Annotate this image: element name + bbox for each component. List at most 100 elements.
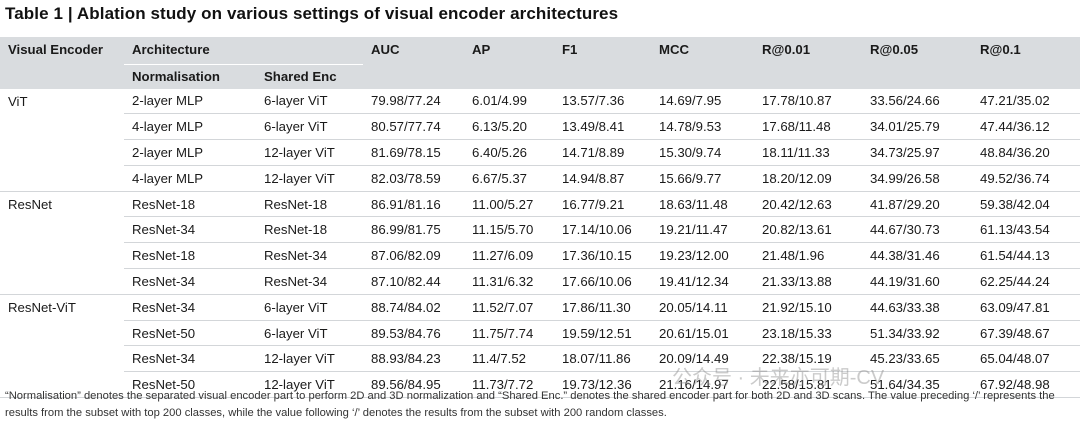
cell-metric-value: 67.39/48.67	[972, 320, 1080, 347]
cell-metric-value: 49.52/36.74	[972, 165, 1080, 192]
table-row: ResNet-50 12-layer ViT 89.56/84.95 11.73/7.…	[0, 371, 1080, 399]
table-row: 4-layer MLP 6-layer ViT 80.57/77.74 6.13/5.…	[0, 113, 1080, 141]
cell-metric-value: 21.92/15.10	[754, 294, 862, 321]
cell-visual-encoder	[0, 140, 124, 166]
header-metric-auc: AUC	[363, 37, 464, 89]
cell-metric-value: 21.16/14.97	[651, 371, 754, 399]
cell-metric-value: 59.38/42.04	[972, 191, 1080, 218]
cell-metric-value: 15.66/9.77	[651, 165, 754, 192]
cell-visual-encoder	[0, 320, 124, 346]
cell-shared-enc: 6-layer ViT	[256, 320, 363, 347]
cell-metric-value: 6.67/5.37	[464, 165, 554, 192]
cell-shared-enc: ResNet-18	[256, 191, 363, 218]
cell-metric-value: 88.93/84.23	[363, 345, 464, 373]
cell-normalisation: ResNet-34	[124, 345, 256, 373]
cell-metric-value: 62.25/44.24	[972, 268, 1080, 295]
cell-metric-value: 14.69/7.95	[651, 88, 754, 115]
cell-metric-value: 86.99/81.75	[363, 216, 464, 244]
table-row: ViT 2-layer MLP 6-layer ViT 79.98/77.24 6.01…	[0, 88, 1080, 115]
cell-metric-value: 44.19/31.60	[862, 268, 972, 295]
table-row: 2-layer MLP 12-layer ViT 81.69/78.15 6.40/5…	[0, 139, 1080, 166]
cell-shared-enc: 6-layer ViT	[256, 294, 363, 321]
cell-metric-value: 22.38/15.19	[754, 345, 862, 373]
cell-metric-value: 19.23/12.00	[651, 242, 754, 270]
cell-metric-value: 44.38/31.46	[862, 242, 972, 270]
cell-metric-value: 33.56/24.66	[862, 88, 972, 115]
table-title: Table 1 | Ablation study on various sett…	[5, 4, 619, 23]
cell-metric-value: 6.13/5.20	[464, 113, 554, 141]
cell-visual-encoder: ResNet	[8, 196, 52, 212]
cell-metric-value: 20.61/15.01	[651, 320, 754, 347]
table-row: ResNet-34 ResNet-34 87.10/82.44 11.31/6.32 1…	[0, 268, 1080, 295]
cell-metric-value: 89.56/84.95	[363, 371, 464, 399]
cell-metric-value: 63.09/47.81	[972, 294, 1080, 321]
cell-metric-value: 18.11/11.33	[754, 139, 862, 166]
cell-metric-value: 44.67/30.73	[862, 216, 972, 244]
cell-metric-value: 11.31/6.32	[464, 268, 554, 295]
header-metric-f1: F1	[554, 37, 651, 89]
cell-metric-value: 15.30/9.74	[651, 139, 754, 166]
cell-shared-enc: ResNet-34	[256, 268, 363, 295]
cell-visual-encoder	[0, 268, 124, 295]
ablation-table: Visual Encoder Architecture AUC AP F1 MC…	[0, 37, 1080, 399]
cell-shared-enc: 6-layer ViT	[256, 88, 363, 115]
header-metric-mcc: MCC	[651, 37, 754, 89]
cell-metric-value: 34.73/25.97	[862, 139, 972, 166]
table-row: ResNet-34 ResNet-18 86.99/81.75 11.15/5.70 1…	[0, 216, 1080, 244]
cell-metric-value: 19.59/12.51	[554, 320, 651, 347]
cell-metric-value: 89.53/84.76	[363, 320, 464, 347]
cell-shared-enc: 6-layer ViT	[256, 113, 363, 141]
cell-shared-enc: 12-layer ViT	[256, 345, 363, 373]
cell-metric-value: 17.66/10.06	[554, 268, 651, 295]
cell-metric-value: 44.63/33.38	[862, 294, 972, 321]
cell-metric-value: 20.05/14.11	[651, 294, 754, 321]
cell-shared-enc: 12-layer ViT	[256, 139, 363, 166]
cell-metric-value: 6.40/5.26	[464, 139, 554, 166]
cell-metric-value: 80.57/77.74	[363, 113, 464, 141]
cell-metric-value: 17.68/11.48	[754, 113, 862, 141]
cell-metric-value: 87.06/82.09	[363, 242, 464, 270]
cell-metric-value: 19.21/11.47	[651, 216, 754, 244]
cell-metric-value: 11.15/5.70	[464, 216, 554, 244]
table-row: 4-layer MLP 12-layer ViT 82.03/78.59 6.67/5…	[0, 165, 1080, 192]
cell-metric-value: 23.18/15.33	[754, 320, 862, 347]
header-normalisation: Normalisation	[124, 63, 256, 89]
header-metric-ap: AP	[464, 37, 554, 89]
cell-metric-value: 47.21/35.02	[972, 88, 1080, 115]
header-metric-r01: R@0.1	[972, 37, 1080, 89]
cell-metric-value: 14.78/9.53	[651, 113, 754, 141]
cell-metric-value: 13.49/8.41	[554, 113, 651, 141]
cell-metric-value: 34.99/26.58	[862, 165, 972, 192]
cell-metric-value: 20.09/14.49	[651, 345, 754, 373]
cell-metric-value: 51.34/33.92	[862, 320, 972, 347]
cell-metric-value: 22.58/15.81	[754, 371, 862, 399]
cell-metric-value: 65.04/48.07	[972, 345, 1080, 373]
cell-metric-value: 79.98/77.24	[363, 88, 464, 115]
cell-metric-value: 47.44/36.12	[972, 113, 1080, 141]
cell-metric-value: 19.41/12.34	[651, 268, 754, 295]
cell-metric-value: 14.71/8.89	[554, 139, 651, 166]
cell-metric-value: 11.75/7.74	[464, 320, 554, 347]
cell-metric-value: 61.54/44.13	[972, 242, 1080, 270]
table-row: ResNet-34 12-layer ViT 88.93/84.23 11.4/7.5…	[0, 345, 1080, 373]
cell-normalisation: ResNet-34	[124, 294, 256, 321]
cell-visual-encoder: ViT	[8, 93, 28, 109]
cell-shared-enc: 12-layer ViT	[256, 371, 363, 399]
table-row: ResNet-18 ResNet-34 87.06/82.09 11.27/6.09 1…	[0, 242, 1080, 270]
cell-visual-encoder	[0, 346, 124, 372]
header-metric-r005: R@0.05	[862, 37, 972, 89]
cell-metric-value: 11.27/6.09	[464, 242, 554, 270]
cell-normalisation: ResNet-18	[124, 242, 256, 270]
table-row: ResNet-ViT ResNet-34 6-layer ViT 88.74/84.0…	[0, 294, 1080, 321]
cell-metric-value: 86.91/81.16	[363, 191, 464, 218]
cell-metric-value: 13.57/7.36	[554, 88, 651, 115]
cell-metric-value: 11.52/7.07	[464, 294, 554, 321]
header-architecture: Architecture	[124, 37, 363, 64]
table-row: ResNet ResNet-18 ResNet-18 86.91/81.16 11.00…	[0, 191, 1080, 218]
cell-metric-value: 19.73/12.36	[554, 371, 651, 399]
table-body: ViT 2-layer MLP 6-layer ViT 79.98/77.24 6.01…	[0, 88, 1080, 399]
cell-normalisation: ResNet-34	[124, 216, 256, 244]
cell-metric-value: 11.4/7.52	[464, 345, 554, 373]
cell-metric-value: 87.10/82.44	[363, 268, 464, 295]
header-shared-enc: Shared Enc	[256, 63, 363, 89]
